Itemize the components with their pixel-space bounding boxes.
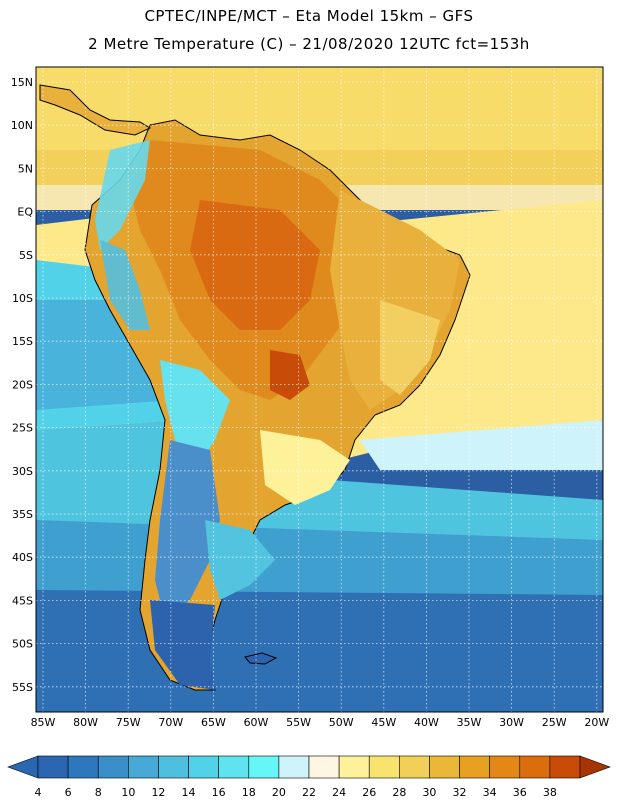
lat-label: 40S: [12, 551, 33, 564]
lat-label: 5N: [18, 162, 33, 175]
lon-label: 50W: [329, 716, 354, 729]
colorbar-swatch: [128, 755, 159, 779]
lat-label: EQ: [17, 206, 33, 219]
colorbar-label: 34: [483, 786, 497, 799]
colorbar-arrow-right: [579, 755, 611, 779]
lat-label: 10N: [11, 119, 33, 132]
colorbar-label: 16: [212, 786, 226, 799]
map-plot-area: [35, 66, 604, 713]
colorbar-swatch: [549, 755, 581, 779]
lat-label: 10S: [12, 292, 33, 305]
lon-label: 80W: [73, 716, 98, 729]
colorbar-arrow-left: [7, 755, 39, 779]
colorbar-label: 8: [95, 786, 102, 799]
longitude-axis: 85W 80W 75W 70W 65W 60W 55W 50W 45W 40W 35W 30W 25W 2…: [31, 716, 610, 729]
lat-label: 20S: [12, 378, 33, 391]
lon-label: 70W: [158, 716, 183, 729]
colorbar-swatch: [459, 755, 490, 779]
colorbar-label: 10: [121, 786, 135, 799]
colorbar-label: 26: [362, 786, 376, 799]
colorbar-label: 38: [543, 786, 557, 799]
colorbar-swatch: [97, 755, 129, 779]
colorbar-label: 24: [332, 786, 346, 799]
lon-label: 75W: [116, 716, 141, 729]
colorbar-swatch: [278, 755, 310, 779]
colorbar-label: 32: [453, 786, 467, 799]
colorbar: 4 6 8 10 12 14 16 18 20 22 24 26 28 30 32 34 36 38: [7, 755, 611, 799]
colorbar-label: 14: [182, 786, 196, 799]
colorbar-label: 4: [35, 786, 42, 799]
colorbar-label: 30: [422, 786, 436, 799]
lat-label: 25S: [12, 422, 33, 435]
lat-label: 55S: [12, 681, 33, 694]
colorbar-swatch: [218, 755, 250, 779]
colorbar-label: 28: [392, 786, 406, 799]
lon-label: 40W: [414, 716, 439, 729]
title-line-1: CPTEC/INPE/MCT – Eta Model 15km – GFS: [144, 7, 474, 25]
colorbar-swatch: [489, 755, 521, 779]
lat-label: 15N: [11, 76, 33, 89]
colorbar-label: 20: [272, 786, 286, 799]
lat-label: 30S: [12, 465, 33, 478]
colorbar-swatch: [399, 755, 430, 779]
lat-label: 50S: [12, 638, 33, 651]
lon-label: 45W: [371, 716, 396, 729]
lon-label: 65W: [201, 716, 226, 729]
colorbar-swatch: [519, 755, 551, 779]
colorbar-swatch: [158, 755, 189, 779]
lon-label: 60W: [244, 716, 269, 729]
lat-label: 15S: [12, 335, 33, 348]
latitude-axis: 15N 10N 5N EQ 5S 10S 15S 20S 25S 30S 35S 40S 45S 50S 5…: [11, 76, 34, 694]
colorbar-swatch: [188, 755, 219, 779]
colorbar-swatch: [368, 755, 400, 779]
lon-label: 35W: [457, 716, 482, 729]
colorbar-swatch: [67, 755, 99, 779]
colorbar-swatch: [429, 755, 460, 779]
colorbar-swatch: [37, 755, 69, 779]
colorbar-label: 36: [513, 786, 527, 799]
lat-label: 35S: [12, 508, 33, 521]
colorbar-swatch: [248, 755, 280, 779]
colorbar-swatch: [338, 755, 370, 779]
colorbar-label: 12: [151, 786, 165, 799]
title-line-2: 2 Metre Temperature (C) – 21/08/2020 12U…: [88, 35, 530, 53]
colorbar-label: 18: [242, 786, 256, 799]
lat-label: 45S: [12, 594, 33, 607]
colorbar-label: 6: [65, 786, 72, 799]
colorbar-label: 22: [302, 786, 316, 799]
lon-label: 55W: [286, 716, 311, 729]
lon-label: 20W: [584, 716, 609, 729]
lon-label: 30W: [499, 716, 524, 729]
lon-label: 25W: [542, 716, 567, 729]
lat-label: 5S: [19, 249, 33, 262]
lon-label: 85W: [31, 716, 56, 729]
colorbar-swatch: [308, 755, 340, 779]
